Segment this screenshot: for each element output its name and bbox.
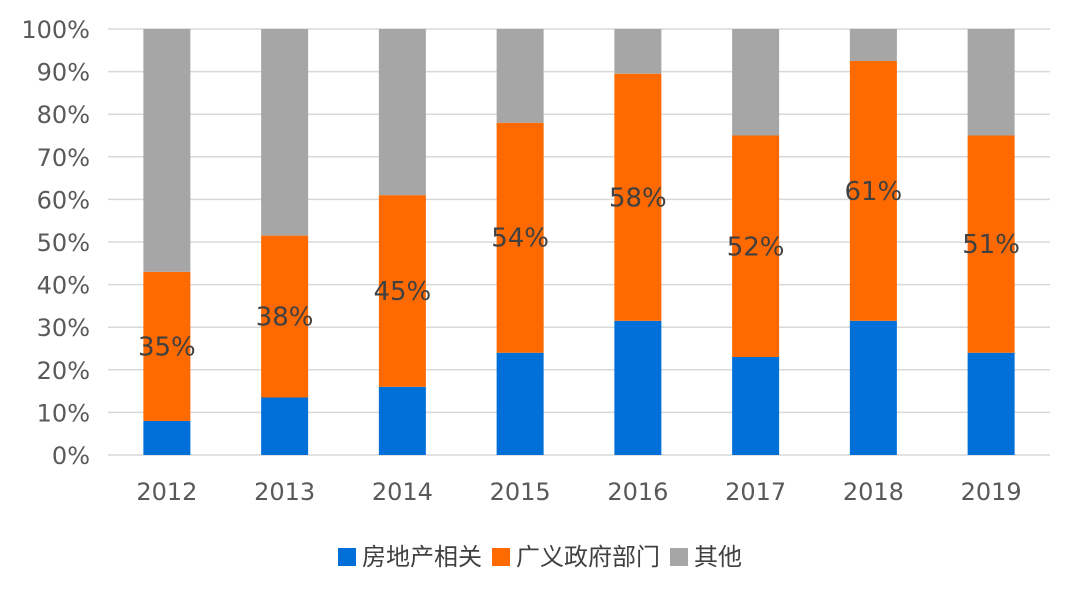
bar-segment-real-estate bbox=[849, 320, 897, 455]
x-tick-label: 2012 bbox=[136, 478, 197, 506]
y-tick-label: 60% bbox=[37, 186, 90, 214]
data-label: 52% bbox=[727, 232, 785, 262]
gridlines bbox=[108, 28, 1050, 456]
y-tick-label: 0% bbox=[52, 442, 90, 470]
bar-segment-government bbox=[732, 135, 780, 358]
bar-segment-real-estate bbox=[967, 352, 1015, 455]
y-tick-label: 50% bbox=[37, 229, 90, 257]
bar-segment-other bbox=[967, 29, 1015, 136]
data-label: 61% bbox=[844, 177, 902, 207]
x-tick-label: 2017 bbox=[725, 478, 786, 506]
y-tick-label: 30% bbox=[37, 314, 90, 342]
bar-segment-real-estate bbox=[143, 420, 191, 455]
bar-segment-other bbox=[378, 29, 426, 196]
x-tick-label: 2015 bbox=[490, 478, 551, 506]
bar-segment-real-estate bbox=[378, 386, 426, 455]
legend-label: 房地产相关 bbox=[362, 543, 482, 571]
bar-segment-other bbox=[143, 29, 191, 272]
y-tick-label: 20% bbox=[37, 357, 90, 385]
legend-swatch bbox=[670, 548, 688, 566]
bar-segment-government bbox=[849, 60, 897, 321]
bar-segment-government bbox=[614, 73, 662, 321]
data-labels: 35% 38% 45% 54% 58% 52% 61% 51% bbox=[138, 177, 1020, 362]
x-tick-label: 2016 bbox=[607, 478, 668, 506]
bar-segment-other bbox=[496, 29, 544, 123]
bar-segment-other bbox=[732, 29, 780, 136]
y-tick-label: 100% bbox=[21, 16, 90, 44]
data-label: 35% bbox=[138, 332, 196, 362]
x-tick-label: 2018 bbox=[843, 478, 904, 506]
legend-label: 其他 bbox=[694, 543, 742, 571]
x-tick-label: 2014 bbox=[372, 478, 433, 506]
y-tick-label: 40% bbox=[37, 272, 90, 300]
bar-segment-real-estate bbox=[732, 357, 780, 455]
x-tick-label: 2019 bbox=[961, 478, 1022, 506]
bars bbox=[143, 29, 1015, 455]
bar-segment-real-estate bbox=[261, 397, 309, 455]
bar-segment-other bbox=[849, 29, 897, 61]
y-tick-label: 70% bbox=[37, 144, 90, 172]
bar-segment-real-estate bbox=[496, 352, 544, 455]
legend-swatch bbox=[338, 548, 356, 566]
legend-swatch bbox=[492, 548, 510, 566]
y-tick-label: 90% bbox=[37, 59, 90, 87]
data-label: 51% bbox=[962, 230, 1020, 260]
bar-segment-government bbox=[378, 195, 426, 387]
data-label: 38% bbox=[256, 303, 314, 333]
bar-segment-other bbox=[614, 29, 662, 74]
y-tick-label: 80% bbox=[37, 101, 90, 129]
bar-segment-government bbox=[496, 122, 544, 353]
y-tick-label: 10% bbox=[37, 399, 90, 427]
x-axis-tick-labels: 2012 2013 2014 2015 2016 2017 2018 2019 bbox=[136, 478, 1021, 506]
y-axis-tick-labels: 0% 10% 20% 30% 40% 50% 60% 70% 80% 90% 100% bbox=[21, 16, 90, 470]
bar-segment-other bbox=[261, 29, 309, 236]
data-label: 54% bbox=[491, 224, 549, 254]
bar-segment-government bbox=[967, 135, 1015, 353]
legend-label: 广义政府部门 bbox=[516, 543, 660, 571]
bar-segment-real-estate bbox=[614, 320, 662, 455]
bar-segment-government bbox=[143, 271, 191, 421]
legend: 房地产相关 广义政府部门 其他 bbox=[338, 543, 742, 571]
x-tick-label: 2013 bbox=[254, 478, 315, 506]
data-label: 58% bbox=[609, 183, 667, 213]
bar-segment-government bbox=[261, 235, 309, 398]
data-label: 45% bbox=[373, 277, 431, 307]
